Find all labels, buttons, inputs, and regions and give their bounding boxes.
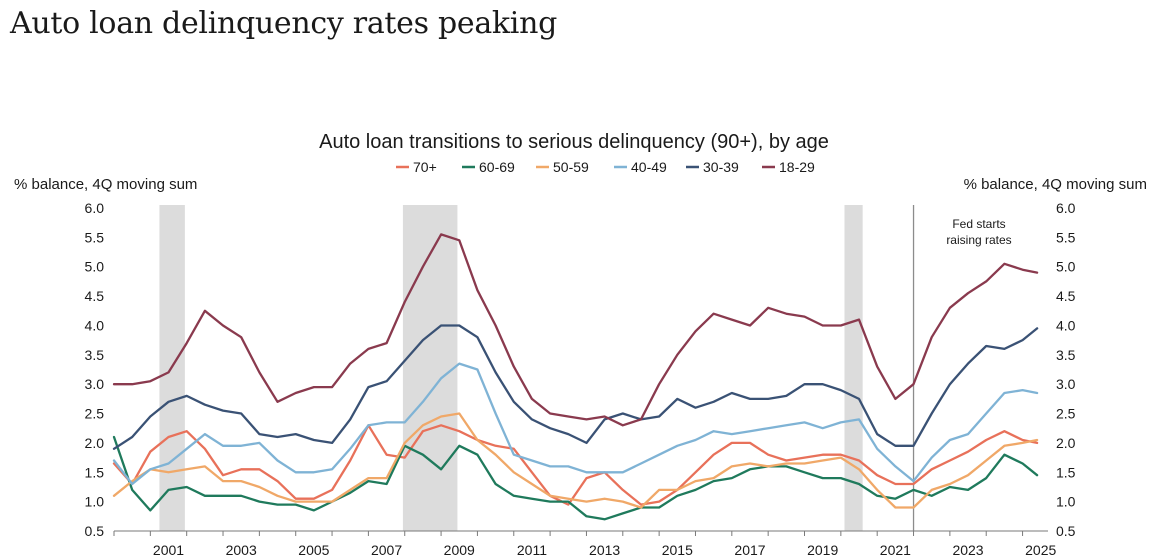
series-line-30-39 <box>112 324 1039 450</box>
x-tick-label: 2007 <box>371 542 402 558</box>
x-tick-label: 2003 <box>226 542 257 558</box>
page-title: Auto loan delinquency rates peaking <box>10 6 558 41</box>
series-line-70+ <box>112 424 1039 506</box>
y-tick-label-left: 5.0 <box>85 259 105 275</box>
y-tick-label-right: 3.0 <box>1056 376 1076 392</box>
y-tick-label-right: 2.5 <box>1056 406 1076 422</box>
x-tick-label: 2017 <box>734 542 765 558</box>
chart-title: Auto loan transitions to serious delinqu… <box>319 131 829 153</box>
x-tick-label: 2025 <box>1025 542 1056 558</box>
y-tick-label-right: 3.5 <box>1056 347 1076 363</box>
y-tick-label-left: 2.0 <box>85 435 105 451</box>
y-tick-label-right: 0.5 <box>1056 523 1076 539</box>
y-tick-label-left: 1.5 <box>85 464 105 480</box>
legend: 70+ 60-69 50-59 40-49 30-39 18-29 <box>396 159 815 175</box>
y-tick-label-right: 4.0 <box>1056 317 1076 333</box>
y-tick-label-left: 4.0 <box>85 317 105 333</box>
y-tick-label-left: 3.0 <box>85 376 105 392</box>
legend-item-40-49: 40-49 <box>614 159 667 175</box>
series-line-40-49 <box>112 362 1039 486</box>
y-tick-label-left: 1.0 <box>85 494 105 510</box>
x-tick-label: 2005 <box>298 542 329 558</box>
fed-annotation-text: raising rates <box>946 233 1011 247</box>
x-tick-label: 2001 <box>153 542 184 558</box>
y-tick-label-left: 0.5 <box>85 523 105 539</box>
legend-label: 30-39 <box>703 159 739 175</box>
legend-item-70+: 70+ <box>396 159 437 175</box>
x-tick-label: 2011 <box>517 542 547 558</box>
y-tick-label-right: 6.0 <box>1056 200 1076 216</box>
legend-label: 18-29 <box>779 159 815 175</box>
legend-label: 50-59 <box>553 159 589 175</box>
legend-item-50-59: 50-59 <box>536 159 589 175</box>
fed-annotation-text: Fed starts <box>952 217 1005 231</box>
y-axis-label-left: % balance, 4Q moving sum <box>14 176 197 193</box>
legend-label: 40-49 <box>631 159 667 175</box>
x-tick-label: 2019 <box>807 542 838 558</box>
y-tick-label-right: 1.0 <box>1056 494 1076 510</box>
recession-shading <box>159 205 863 531</box>
y-tick-label-left: 6.0 <box>85 200 105 216</box>
legend-item-18-29: 18-29 <box>762 159 815 175</box>
axes: 0.5 0.5 1.0 1.0 1.5 1.5 2.0 2.0 2.5 2.5 3.0 3.0 3.5 3… <box>85 200 1076 558</box>
y-tick-label-right: 5.0 <box>1056 259 1076 275</box>
y-axis-label-right: % balance, 4Q moving sum <box>964 176 1147 193</box>
x-tick-label: 2021 <box>880 542 911 558</box>
y-tick-label-right: 2.0 <box>1056 435 1076 451</box>
y-tick-label-right: 4.5 <box>1056 288 1076 304</box>
x-tick-label: 2013 <box>589 542 620 558</box>
legend-item-60-69: 60-69 <box>462 159 515 175</box>
recession-band-2 <box>402 205 458 531</box>
x-tick-label: 2015 <box>662 542 693 558</box>
legend-item-30-39: 30-39 <box>686 159 739 175</box>
y-tick-label-left: 4.5 <box>85 288 105 304</box>
fed-annotation: Fed starts raising rates <box>912 205 1012 531</box>
legend-label: 60-69 <box>479 159 515 175</box>
x-tick-label: 2023 <box>952 542 983 558</box>
y-tick-label-right: 1.5 <box>1056 464 1076 480</box>
legend-label: 70+ <box>413 159 437 175</box>
y-tick-label-right: 5.5 <box>1056 229 1076 245</box>
recession-band-3 <box>844 205 863 531</box>
series-line-50-59 <box>112 412 1039 509</box>
x-tick-label: 2009 <box>444 542 475 558</box>
y-tick-label-left: 5.5 <box>85 229 105 245</box>
y-tick-label-left: 3.5 <box>85 347 105 363</box>
y-tick-label-left: 2.5 <box>85 406 105 422</box>
series-line-18-29 <box>112 233 1039 427</box>
series-lines <box>112 233 1039 521</box>
